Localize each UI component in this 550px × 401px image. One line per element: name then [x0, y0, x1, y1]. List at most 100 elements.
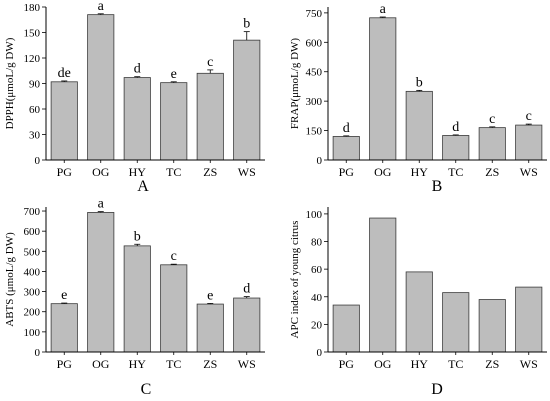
bar-hy	[405, 271, 433, 353]
y-tick-label: 600	[24, 226, 41, 238]
x-tick-label: TC	[166, 357, 181, 371]
bar-tc	[442, 292, 470, 353]
y-tick-label: 0	[35, 347, 41, 359]
bar-og	[87, 14, 115, 161]
panel-label: D	[431, 381, 443, 398]
y-tick-label: 400	[24, 266, 41, 278]
bar-hy	[123, 77, 151, 161]
x-tick-label: ZS	[485, 165, 499, 179]
bar-pg	[50, 81, 78, 161]
significance-letter: d	[243, 282, 250, 297]
y-tick-label: 750	[306, 8, 323, 20]
significance-letter: b	[134, 229, 141, 244]
significance-letter: a	[98, 0, 105, 14]
y-tick-label: 200	[24, 307, 41, 319]
y-tick-label: 150	[306, 126, 323, 138]
bar-ws	[233, 297, 261, 353]
significance-letter: c	[526, 109, 532, 124]
y-tick-label: 450	[306, 67, 323, 79]
x-tick-label: HY	[411, 357, 429, 371]
chart-panel-a: de PG a OG d HY e TC c ZS b WS 0 30 60 90 120 150 180 DPPH(…	[4, 0, 265, 195]
bar-pg	[50, 303, 78, 353]
bar-ws	[233, 39, 261, 161]
y-tick-label: 600	[306, 37, 323, 49]
x-tick-label: WS	[520, 165, 538, 179]
x-tick-label: OG	[374, 357, 392, 371]
y-tick-label: 60	[311, 264, 323, 276]
bar-zs	[196, 303, 224, 353]
significance-letter: de	[58, 66, 71, 81]
y-tick-label: 0	[317, 155, 323, 167]
x-tick-label: OG	[92, 165, 110, 179]
y-axis-title: FRAP(μmoL/g DW)	[289, 38, 301, 129]
bar-zs	[196, 72, 224, 161]
panel-label: A	[137, 178, 149, 195]
y-tick-label: 120	[24, 53, 41, 65]
bar-tc	[160, 264, 188, 353]
bar-tc	[160, 82, 188, 161]
bar-og	[369, 17, 397, 161]
bar-pg	[332, 136, 360, 161]
bar-hy	[405, 90, 433, 161]
x-tick-label: ZS	[203, 357, 217, 371]
y-axis-title: APC index of young citrus	[289, 221, 301, 339]
significance-letter: a	[380, 2, 387, 17]
y-tick-label: 500	[24, 246, 41, 258]
y-tick-label: 300	[24, 287, 41, 299]
significance-letter: a	[98, 197, 105, 212]
bar-ws	[515, 124, 543, 161]
significance-letter: c	[171, 249, 177, 264]
x-tick-label: OG	[374, 165, 392, 179]
significance-letter: d	[452, 120, 459, 135]
x-tick-label: TC	[166, 165, 181, 179]
significance-letter: d	[343, 121, 350, 136]
significance-letter: e	[61, 288, 67, 303]
significance-letter: b	[416, 75, 423, 90]
y-tick-label: 100	[24, 327, 41, 339]
bar-og	[369, 217, 397, 353]
significance-letter: d	[134, 62, 141, 77]
bar-hy	[123, 245, 151, 353]
x-tick-label: PG	[339, 165, 355, 179]
y-tick-label: 150	[24, 28, 41, 40]
x-tick-label: HY	[129, 165, 147, 179]
y-tick-label: 40	[311, 292, 323, 304]
x-tick-label: HY	[411, 165, 429, 179]
panel-label: C	[141, 381, 152, 398]
y-tick-label: 80	[311, 237, 323, 249]
x-tick-label: PG	[57, 165, 73, 179]
y-axis-title: ABTS (μmoL/g DW)	[4, 232, 16, 327]
significance-letter: e	[171, 67, 177, 82]
x-tick-label: ZS	[485, 357, 499, 371]
y-tick-label: 60	[29, 104, 41, 116]
bar-tc	[442, 135, 470, 161]
chart-panel-b: d PG a OG b HY d TC c ZS c WS 0 150 300 450 600 750 FRAP(μ…	[289, 2, 547, 195]
bar-zs	[478, 299, 506, 353]
x-tick-label: PG	[339, 357, 355, 371]
chart-panel-d: PG OG HY TC ZS WS 0 20 40 60 80 100 APC index of you…	[289, 207, 547, 398]
chart-panel-c: e PG a OG b HY c TC e ZS d WS 0 100 200 300 400 500 600 700…	[4, 197, 265, 398]
significance-letter: e	[207, 288, 213, 303]
x-tick-label: TC	[448, 357, 463, 371]
x-tick-label: WS	[520, 357, 538, 371]
x-tick-label: TC	[448, 165, 463, 179]
x-tick-label: PG	[57, 357, 73, 371]
y-tick-label: 700	[24, 206, 41, 218]
y-tick-label: 90	[29, 79, 41, 91]
x-tick-label: WS	[238, 357, 256, 371]
y-tick-label: 20	[311, 319, 323, 331]
y-tick-label: 30	[29, 130, 41, 142]
bar-zs	[478, 127, 506, 161]
bar-og	[87, 212, 115, 353]
x-tick-label: HY	[129, 357, 147, 371]
y-tick-label: 180	[24, 2, 41, 14]
y-tick-label: 0	[317, 347, 323, 359]
x-tick-label: WS	[238, 165, 256, 179]
significance-letter: b	[243, 17, 250, 32]
x-tick-label: OG	[92, 357, 110, 371]
bar-pg	[332, 304, 360, 353]
y-tick-label: 0	[35, 155, 41, 167]
bar-ws	[515, 286, 543, 353]
y-axis-title: DPPH(μmoL/g DW)	[4, 37, 16, 129]
